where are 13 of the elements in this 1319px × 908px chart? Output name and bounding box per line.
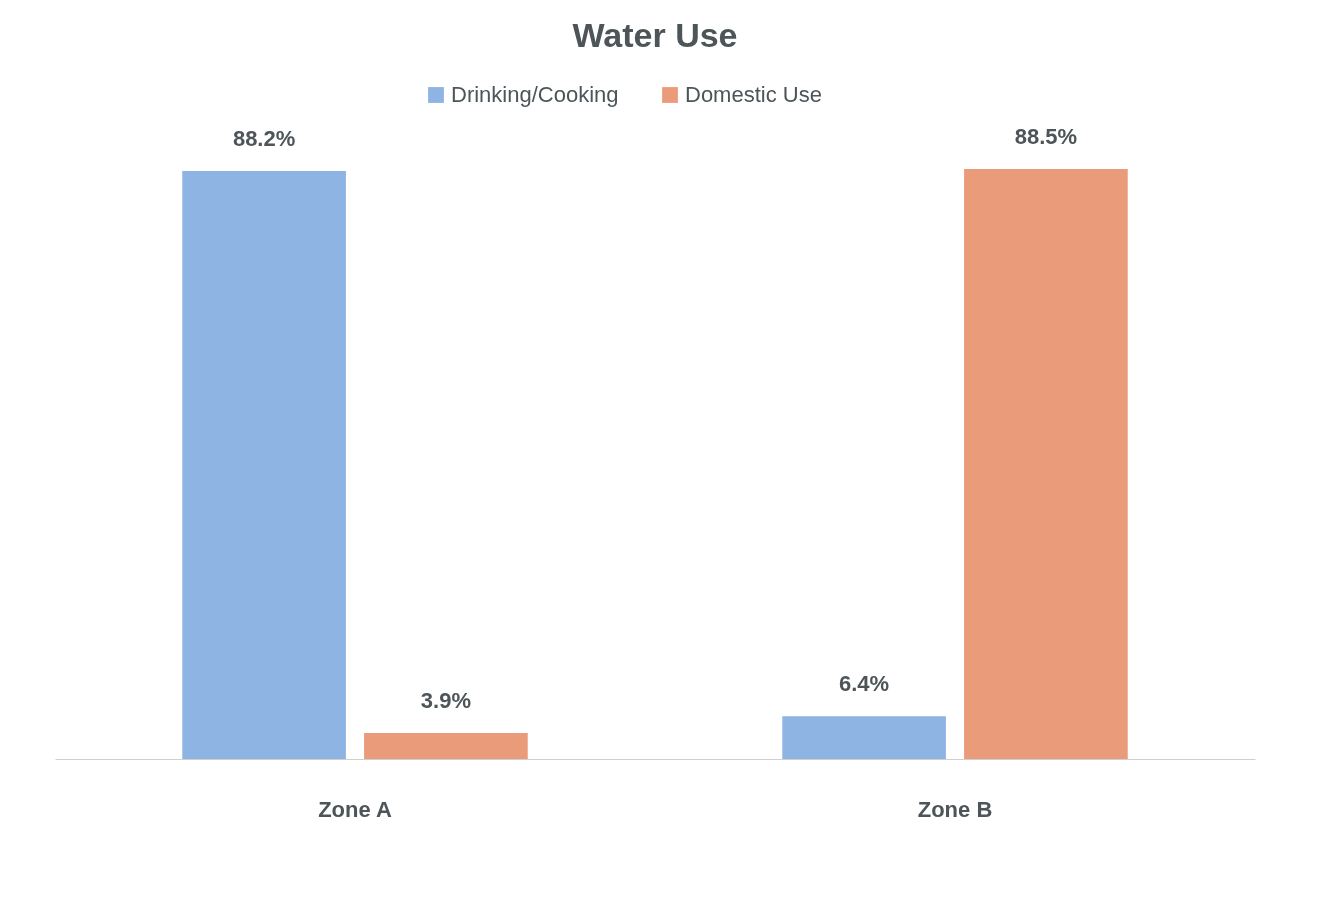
- bar: [364, 733, 528, 759]
- bar: [182, 171, 346, 759]
- legend-label: Domestic Use: [685, 82, 822, 107]
- data-label: 88.5%: [1014, 124, 1078, 149]
- data-label: 6.4%: [839, 671, 890, 697]
- legend-label: Drinking/Cooking: [451, 82, 619, 107]
- data-label: 88.2%: [232, 126, 296, 151]
- x-tick-label: Zone B: [917, 796, 993, 822]
- data-label: 3.9%: [420, 688, 471, 713]
- chart-title: Water Use: [572, 16, 738, 54]
- bar: [782, 716, 946, 759]
- bar: [964, 169, 1128, 759]
- x-tick-label: Zone A: [318, 796, 392, 822]
